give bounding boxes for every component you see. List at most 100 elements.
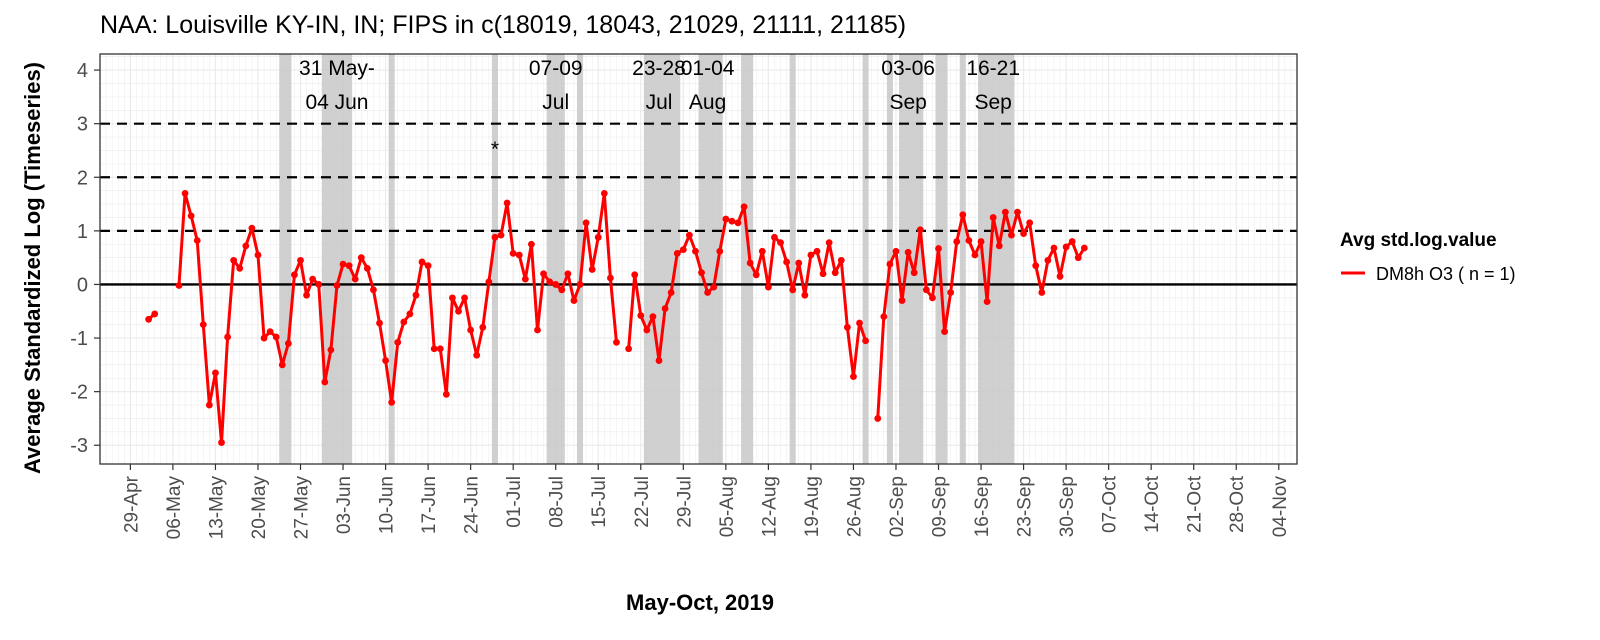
x-tick-label: 22-Jul xyxy=(632,476,653,528)
y-tick-label: -2 xyxy=(70,382,88,404)
data-point xyxy=(1020,230,1027,237)
x-tick-label: 01-Jul xyxy=(504,476,525,528)
data-point xyxy=(145,315,153,323)
data-point xyxy=(971,251,979,259)
data-point xyxy=(303,291,310,299)
data-point xyxy=(357,254,365,262)
data-point xyxy=(552,281,560,288)
x-tick-label: 23-Sep xyxy=(1015,476,1036,537)
data-point xyxy=(321,378,329,386)
x-axis-label: May-Oct, 2019 xyxy=(626,590,774,615)
data-point xyxy=(418,258,426,266)
data-point xyxy=(1044,256,1052,264)
data-point xyxy=(388,398,396,406)
x-tick-label: 08-Jul xyxy=(547,476,568,528)
data-point xyxy=(528,240,535,248)
x-tick-label: 05-Aug xyxy=(717,476,738,537)
period-annotation: 23-28 xyxy=(632,57,686,80)
data-point xyxy=(941,328,948,336)
y-tick-label: -3 xyxy=(70,435,88,457)
data-point xyxy=(704,289,712,296)
data-point xyxy=(922,286,930,294)
data-point xyxy=(242,242,250,250)
data-point xyxy=(679,246,687,254)
data-point xyxy=(631,271,639,279)
data-point xyxy=(485,278,493,286)
data-point xyxy=(1062,243,1070,251)
data-point xyxy=(807,251,815,259)
data-point xyxy=(898,297,906,304)
period-annotation: 16-21 xyxy=(966,57,1020,80)
data-point xyxy=(479,323,487,331)
x-tick-label: 20-May xyxy=(249,476,270,540)
data-point xyxy=(752,271,760,279)
data-point xyxy=(1074,254,1082,262)
data-point xyxy=(600,189,608,197)
data-point xyxy=(546,278,554,286)
data-point xyxy=(521,275,529,283)
data-point xyxy=(910,269,918,277)
data-point xyxy=(291,271,298,279)
data-point xyxy=(856,319,863,327)
data-point xyxy=(850,373,857,381)
data-point xyxy=(345,262,353,270)
data-point xyxy=(151,310,159,318)
data-point xyxy=(886,260,894,268)
x-tick-label: 21-Oct xyxy=(1185,475,1206,533)
data-point xyxy=(473,351,481,359)
period-annotation: 04 Jun xyxy=(305,91,368,114)
data-point xyxy=(218,439,225,446)
data-point xyxy=(673,249,681,257)
data-point xyxy=(801,291,809,299)
shaded-period xyxy=(643,54,681,464)
period-annotation: Aug xyxy=(689,91,726,114)
x-tick-label: 09-Sep xyxy=(930,476,951,537)
data-point xyxy=(771,233,778,241)
data-point xyxy=(260,334,268,342)
x-tick-label: 13-May xyxy=(206,476,227,540)
data-point xyxy=(661,305,669,312)
y-tick-label: 4 xyxy=(77,60,88,82)
data-point xyxy=(284,340,292,347)
x-tick-label: 12-Aug xyxy=(759,476,780,537)
data-point xyxy=(819,270,827,278)
period-annotation: Sep xyxy=(975,91,1012,114)
data-point xyxy=(461,294,468,302)
series-line xyxy=(627,205,868,379)
data-point xyxy=(965,237,973,244)
y-tick-label: 3 xyxy=(77,114,88,136)
data-point xyxy=(1026,219,1034,227)
data-point xyxy=(777,239,784,247)
period-annotation: Jul xyxy=(646,91,673,114)
data-point xyxy=(236,264,244,272)
data-point xyxy=(1050,244,1058,252)
x-tick-label: 04-Nov xyxy=(1270,476,1291,538)
data-point xyxy=(570,297,578,304)
x-tick-label: 10-Jun xyxy=(377,476,398,534)
data-point xyxy=(327,346,335,354)
data-point xyxy=(382,357,389,364)
data-point xyxy=(667,289,675,296)
data-point xyxy=(224,333,231,341)
data-point xyxy=(947,289,955,296)
data-point xyxy=(199,321,207,329)
data-point xyxy=(916,226,924,234)
x-tick-label: 14-Oct xyxy=(1142,475,1163,533)
shaded-period xyxy=(862,54,869,464)
data-point xyxy=(995,242,1003,250)
data-point xyxy=(983,298,991,306)
data-point xyxy=(582,219,590,227)
period-annotation: 01-04 xyxy=(681,57,735,80)
data-point xyxy=(175,282,183,289)
data-point xyxy=(424,262,432,270)
data-point xyxy=(710,283,718,291)
shaded-period xyxy=(388,54,395,464)
data-point xyxy=(406,310,414,318)
data-point xyxy=(430,345,438,353)
data-point xyxy=(613,338,620,346)
significance-marker: * xyxy=(491,138,499,161)
data-point xyxy=(740,203,748,211)
shaded-period xyxy=(321,54,353,464)
y-tick-label: -1 xyxy=(70,328,88,350)
